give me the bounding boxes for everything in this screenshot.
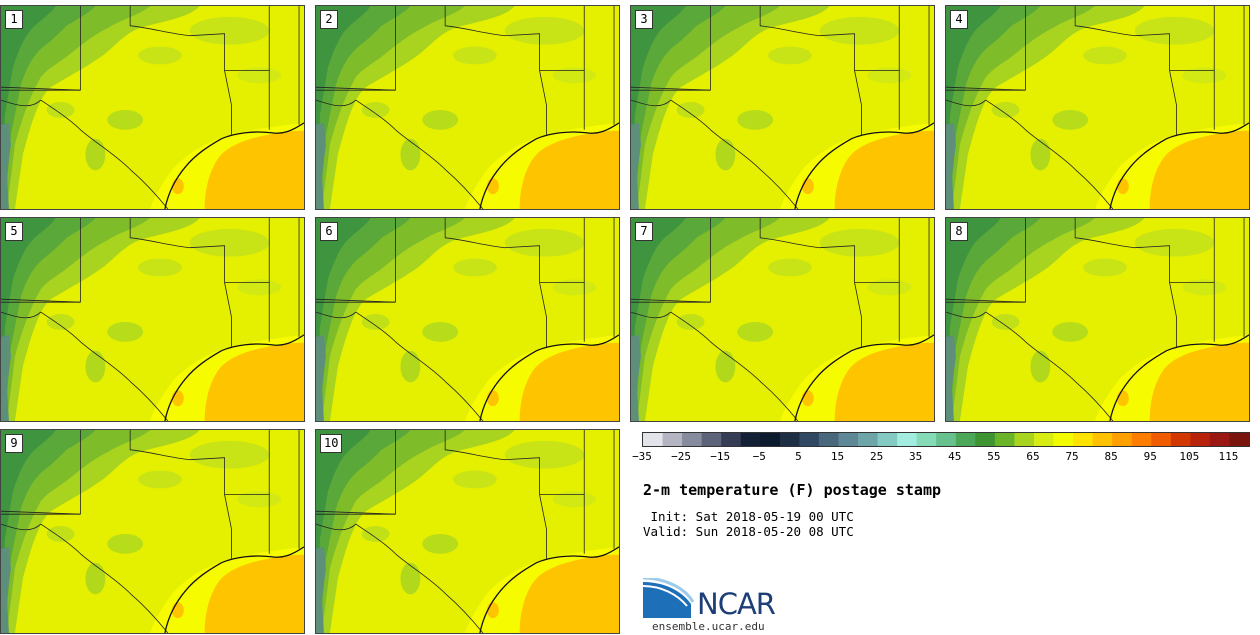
panel-5: 5 [0, 217, 305, 422]
colorbar-tick-label: 105 [1179, 450, 1200, 463]
colorbar-segment [760, 433, 781, 446]
logo-url: ensemble.ucar.edu [652, 620, 765, 633]
colorbar-tick-label: −15 [710, 450, 731, 463]
colorbar-tick-label: −35 [632, 450, 652, 463]
panel-8: 8 [945, 217, 1250, 422]
colorbar-segment [838, 433, 859, 446]
colorbar-segment [1092, 433, 1113, 446]
chart-title: 2-m temperature (F) postage stamp [643, 481, 942, 499]
colorbar-segment [955, 433, 976, 446]
colorbar-segment [1229, 433, 1249, 446]
colorbar-segment [682, 433, 703, 446]
colorbar-segment [1112, 433, 1133, 446]
panel-6: 6 [315, 217, 620, 422]
colorbar-segment [897, 433, 918, 446]
colorbar-segment [994, 433, 1015, 446]
temperature-field [316, 430, 619, 633]
temperature-field [946, 218, 1249, 421]
colorbar-tick-label: 85 [1104, 450, 1118, 463]
colorbar-segment [858, 433, 878, 446]
panel-2: 2 [315, 5, 620, 210]
temperature-field [316, 218, 619, 421]
colorbar-tick-label: 25 [869, 450, 884, 463]
member-label: 2 [320, 10, 338, 29]
colorbar-segment [916, 433, 937, 446]
member-label: 3 [635, 10, 653, 29]
panel-7: 7 [630, 217, 935, 422]
temperature-field [946, 6, 1249, 209]
colorbar-segment [701, 433, 722, 446]
temperature-colorbar [642, 432, 1250, 447]
member-label: 6 [320, 222, 338, 241]
temperature-field [1, 218, 304, 421]
colorbar-tick-label: 15 [830, 450, 845, 463]
colorbar-tick-label: 75 [1065, 450, 1079, 463]
colorbar-tick-label: 55 [987, 450, 1001, 463]
member-label: 4 [950, 10, 968, 29]
temperature-field [1, 430, 304, 633]
panel-3: 3 [630, 5, 935, 210]
colorbar-tick-label: 65 [1026, 450, 1040, 463]
colorbar-segment [818, 433, 839, 446]
colorbar-segment [877, 433, 898, 446]
panel-10: 10 [315, 429, 620, 634]
colorbar-segment [643, 433, 663, 446]
colorbar-segment [799, 433, 820, 446]
panel-1: 1 [0, 5, 305, 210]
colorbar-segment [1209, 433, 1230, 446]
temperature-field [631, 6, 934, 209]
panel-4: 4 [945, 5, 1250, 210]
colorbar-segment [1170, 433, 1191, 446]
member-label: 7 [635, 222, 653, 241]
colorbar-segment [721, 433, 742, 446]
colorbar-tick-label: −25 [671, 450, 692, 463]
colorbar-tick-labels: −35 −25 −15 −5 5 15 25 35 45 55 65 75 85 95 105 115 [622, 450, 1260, 466]
colorbar-segment [740, 433, 761, 446]
init-time: Init: Sat 2018-05-19 00 UTC [643, 509, 854, 524]
colorbar-segment [662, 433, 683, 446]
colorbar-tick-label: 5 [795, 450, 802, 463]
colorbar-segment [1151, 433, 1172, 446]
temperature-field [316, 6, 619, 209]
colorbar-tick-label: −5 [752, 450, 766, 463]
member-label: 8 [950, 222, 968, 241]
member-label: 1 [5, 10, 23, 29]
colorbar-tick-label: 45 [948, 450, 962, 463]
colorbar-tick-label: 35 [909, 450, 923, 463]
temperature-field [631, 218, 934, 421]
temperature-field [1, 6, 304, 209]
colorbar-segment [936, 433, 957, 446]
logo-name: NCAR [697, 587, 776, 621]
ncar-logo-icon [643, 578, 695, 618]
colorbar-segment [1053, 433, 1074, 446]
colorbar-segment [1033, 433, 1054, 446]
colorbar-segment [1131, 433, 1152, 446]
member-label: 9 [5, 434, 23, 453]
colorbar-segment [1190, 433, 1211, 446]
valid-time: Valid: Sun 2018-05-20 08 UTC [643, 524, 854, 539]
panel-9: 9 [0, 429, 305, 634]
colorbar-segment [975, 433, 996, 446]
colorbar-segment [1073, 433, 1094, 446]
colorbar-segment [779, 433, 800, 446]
colorbar-tick-label: 95 [1143, 450, 1157, 463]
member-label: 5 [5, 222, 23, 241]
colorbar-segment [1014, 433, 1035, 446]
colorbar-tick-label: 115 [1218, 450, 1239, 463]
member-label: 10 [320, 434, 343, 453]
